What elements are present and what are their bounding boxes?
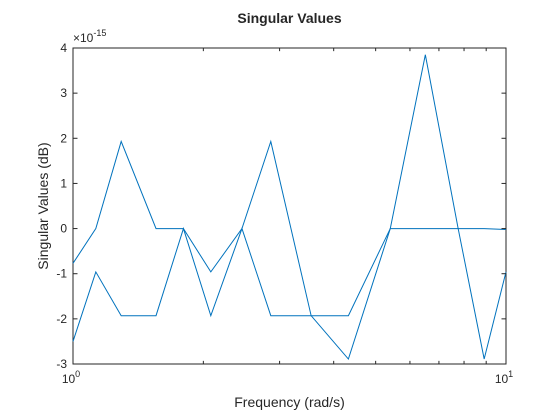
y-tick-label: 3 [60, 86, 67, 100]
x-tick-label-base: 10 [62, 372, 76, 386]
x-tick-label: 100 [62, 369, 80, 386]
series-line-2 [72, 226, 507, 360]
y-tick-label: -2 [56, 312, 67, 326]
series-layer [72, 54, 507, 361]
y-axis-multiplier: ×10-15 [73, 28, 106, 45]
y-tick-label: 4 [60, 41, 67, 55]
y-tick-label: 1 [60, 176, 67, 190]
y-multiplier-exponent: -15 [93, 28, 106, 38]
x-tick-label-exponent: 0 [75, 369, 80, 379]
y-axis-label: Singular Values (dB) [35, 142, 51, 269]
series-line-1 [72, 54, 507, 361]
plot-area [72, 47, 507, 365]
x-tick-label: 101 [495, 369, 513, 386]
x-tick-label-exponent: 1 [508, 369, 513, 379]
x-tick-label-base: 10 [495, 372, 509, 386]
tick-layer [72, 47, 507, 365]
y-multiplier-base: ×10 [73, 31, 94, 45]
chart-title: Singular Values [237, 10, 341, 26]
y-tick-label: 2 [60, 131, 67, 145]
x-axis-label: Frequency (rad/s) [234, 394, 344, 410]
y-tick-label: 0 [60, 222, 67, 236]
y-tick-label: -1 [56, 267, 67, 281]
y-tick-label: -3 [56, 357, 67, 371]
